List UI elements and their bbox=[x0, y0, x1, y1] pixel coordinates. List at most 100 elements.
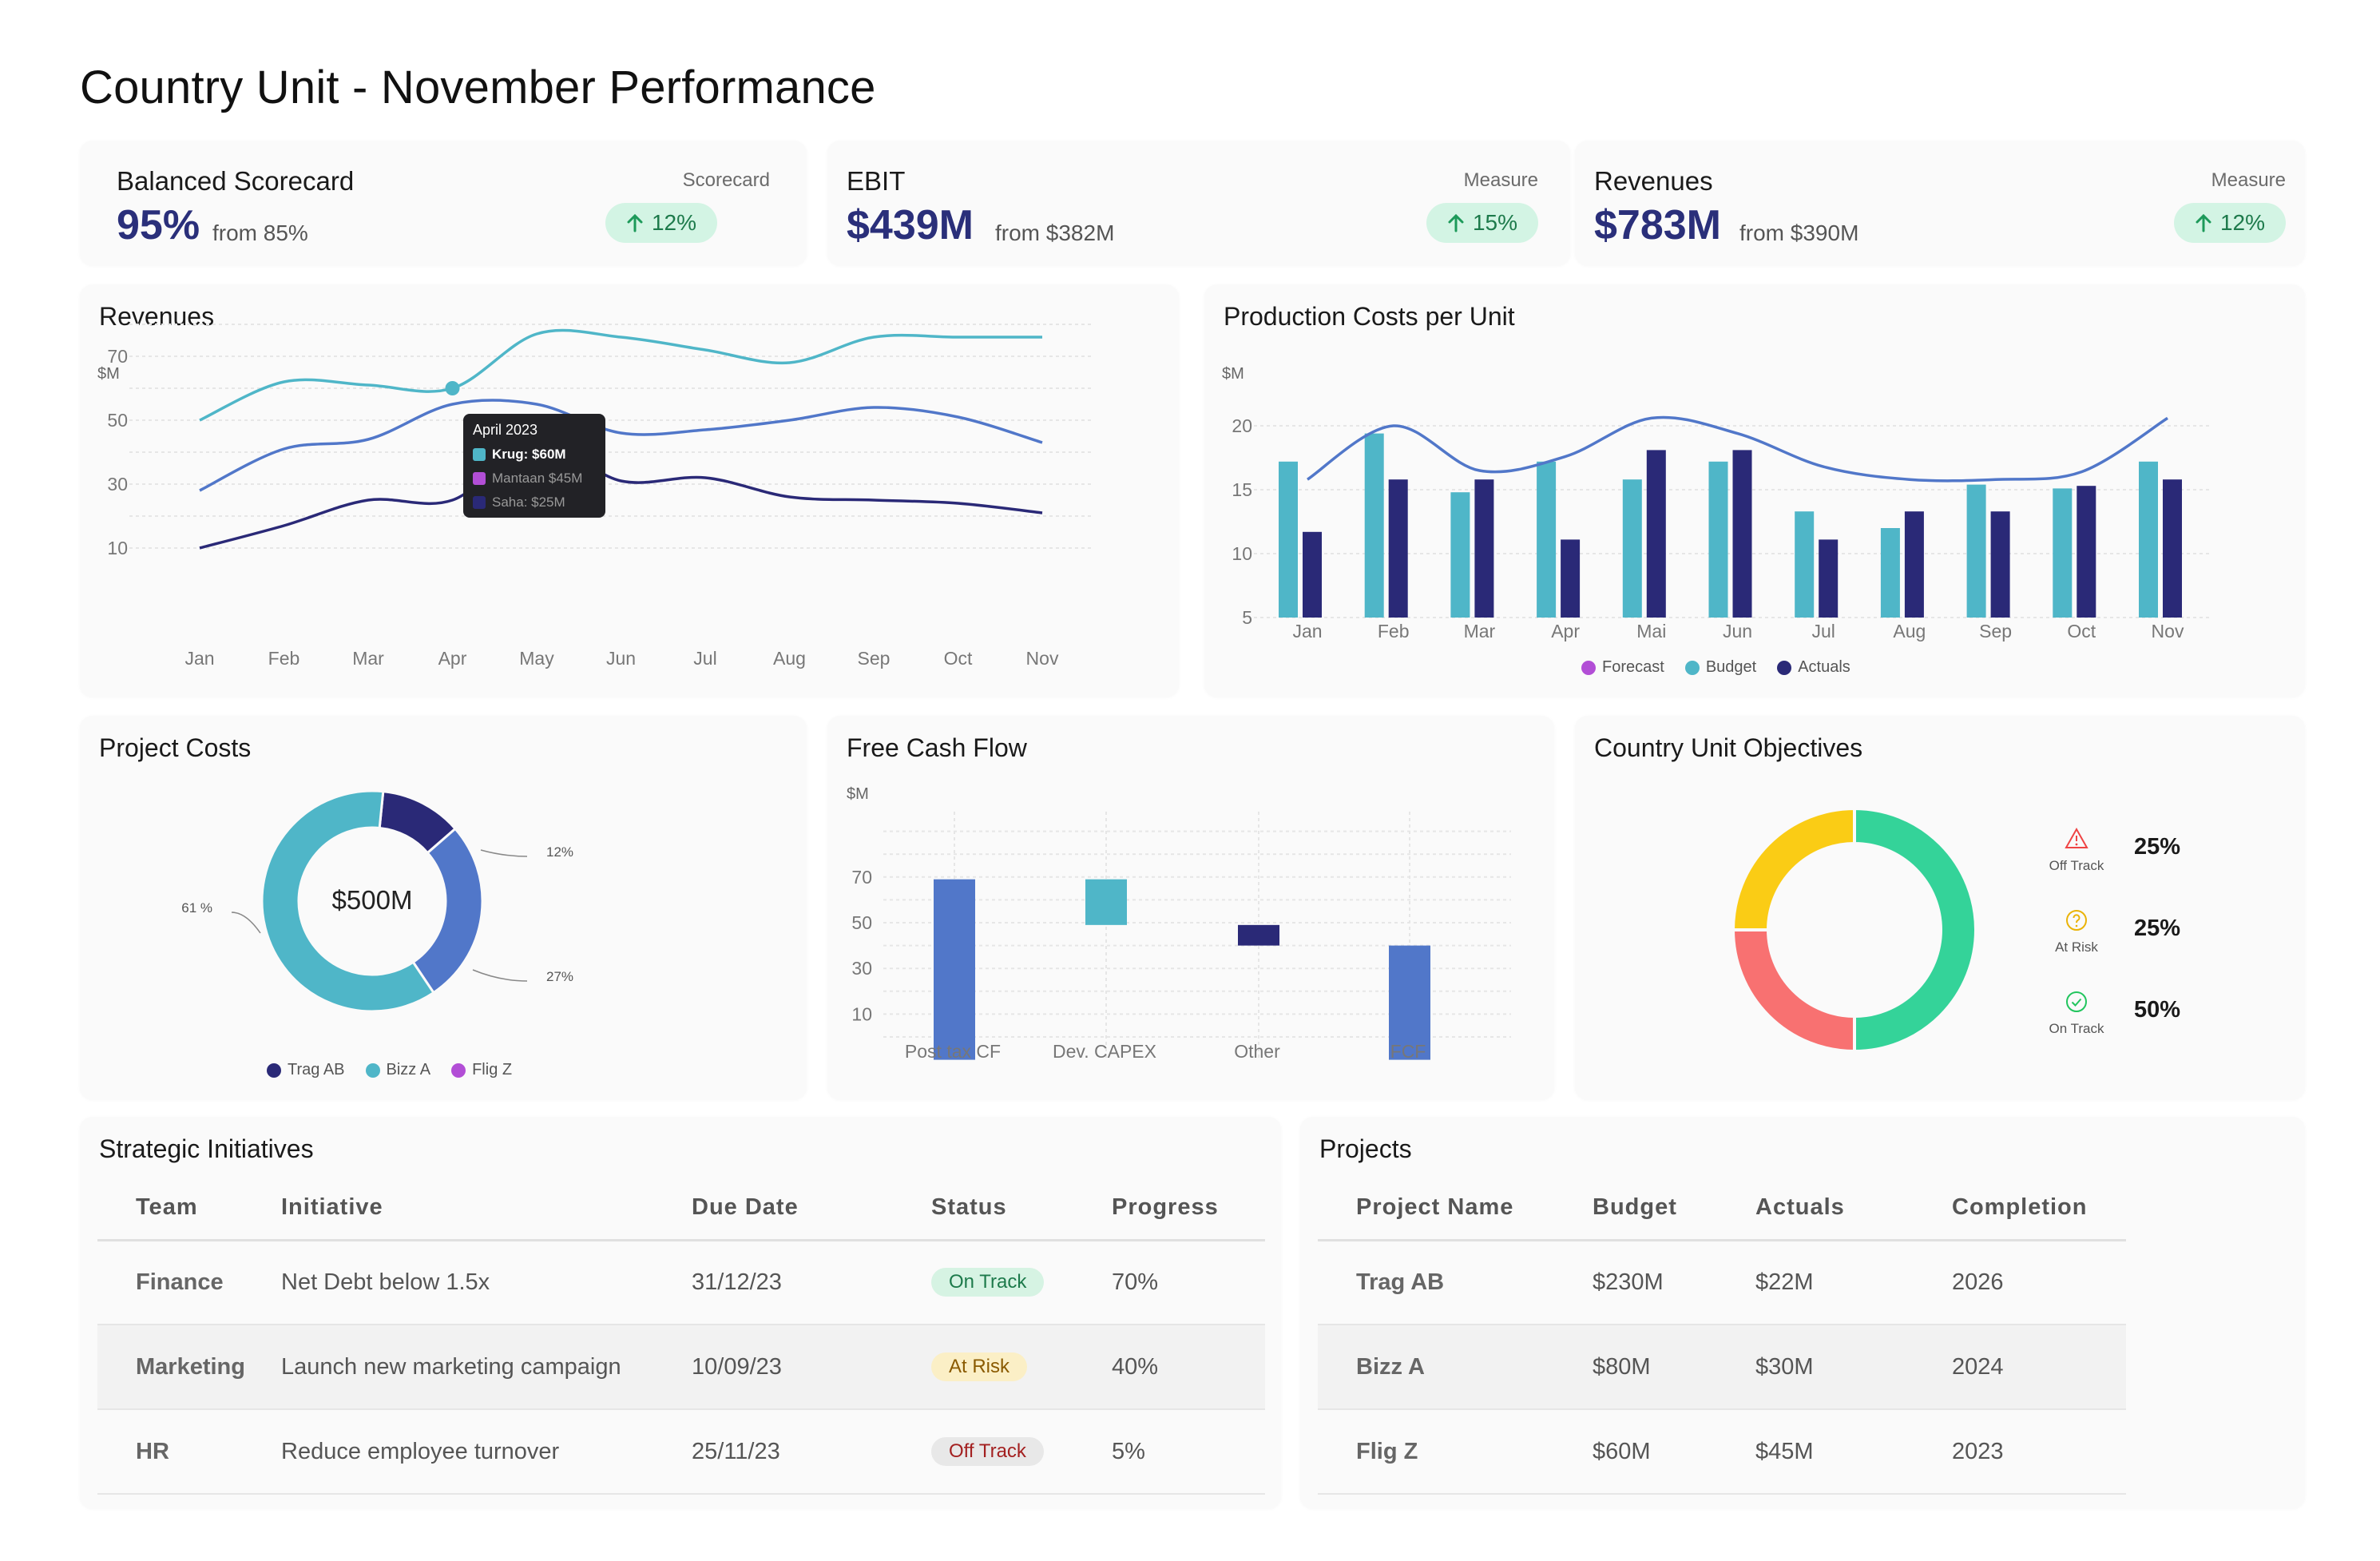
free-cash-flow-waterfall-chart[interactable]: $M 10 30 50 70 Post tax CF Dev. CAPEX Other FCF bbox=[827, 716, 1554, 1099]
hover-point bbox=[445, 381, 460, 395]
column-header-project-name[interactable]: Project Name bbox=[1318, 1176, 1593, 1241]
x-tick-label: Jan bbox=[1292, 621, 1322, 641]
objective-status-on-track[interactable]: On Track 50% bbox=[2038, 989, 2246, 1053]
kpi-title: Revenues bbox=[1594, 166, 1713, 196]
y-tick-label: 10 bbox=[851, 1003, 872, 1024]
project-costs-donut-chart[interactable]: 12% 27% 61 % $500M bbox=[80, 716, 807, 1099]
cell-actuals: $22M bbox=[1755, 1240, 1952, 1325]
column-header-completion[interactable]: Completion bbox=[1952, 1176, 2126, 1241]
column-header-progress[interactable]: Progress bbox=[1112, 1176, 1265, 1241]
objectives-donut-chart[interactable] bbox=[1575, 716, 2305, 1099]
table-row[interactable]: HR Reduce employee turnover 25/11/23 Off… bbox=[97, 1409, 1265, 1495]
y-tick-label: 10 bbox=[1232, 543, 1252, 564]
x-tick-label: Oct bbox=[944, 648, 973, 669]
segment-label: 61 % bbox=[181, 900, 212, 916]
legend-swatch bbox=[1777, 660, 1792, 675]
cell-budget: $60M bbox=[1593, 1409, 1755, 1495]
legend-swatch bbox=[451, 1063, 466, 1078]
objective-pct: 25% bbox=[2134, 916, 2181, 941]
tooltip-title: April 2023 bbox=[473, 422, 538, 438]
objective-label: Off Track bbox=[2049, 858, 2104, 873]
production-costs-bar-chart[interactable]: $M 5 10 15 20 Jan Feb Mar Apr Mai Jun Jul Aug Sep Oct N… bbox=[1204, 284, 2305, 697]
x-tick-label: Nov bbox=[2152, 621, 2184, 641]
legend-item-budget[interactable]: Budget bbox=[1684, 658, 1756, 677]
x-tick-label: Other bbox=[1234, 1041, 1280, 1062]
bar-budget bbox=[1279, 461, 1298, 618]
objective-status-off-track[interactable]: Off Track 25% bbox=[2038, 826, 2246, 890]
kpi-card-balanced-scorecard[interactable]: Balanced Scorecard Scorecard 95% from 85… bbox=[80, 141, 807, 265]
column-header-team[interactable]: Team bbox=[97, 1176, 281, 1241]
legend-item-actuals[interactable]: Actuals bbox=[1777, 658, 1850, 677]
project-costs-legend: Trag AB Bizz A Flig Z bbox=[267, 1061, 512, 1079]
kpi-change-badge: 12% bbox=[2173, 203, 2286, 243]
kpi-card-revenues[interactable]: Revenues Measure $783M from $390M 12% bbox=[1575, 141, 2305, 265]
objective-label: At Risk bbox=[2055, 939, 2098, 955]
legend-item-bizz-a[interactable]: Bizz A bbox=[365, 1061, 431, 1079]
objective-status-at-risk[interactable]: At Risk 25% bbox=[2038, 908, 2246, 971]
column-header-due-date[interactable]: Due Date bbox=[692, 1176, 931, 1241]
bar-actuals bbox=[1904, 511, 1924, 618]
strategic-initiatives-card: Strategic Initiatives Team Initiative Du… bbox=[80, 1117, 1281, 1508]
legend-swatch bbox=[365, 1063, 380, 1078]
legend-label: Actuals bbox=[1798, 658, 1850, 676]
tooltip-label: Saha: $25M bbox=[492, 495, 565, 510]
revenues-card: Revenues $M 10 30 50 70 Jan Feb Mar Apr May Jun Jul… bbox=[80, 284, 1179, 697]
column-header-actuals[interactable]: Actuals bbox=[1755, 1176, 1952, 1241]
series-line-saha bbox=[199, 441, 1043, 550]
arrow-up-icon bbox=[1448, 213, 1464, 232]
column-header-budget[interactable]: Budget bbox=[1593, 1176, 1755, 1241]
table-row[interactable]: Marketing Launch new marketing campaign … bbox=[97, 1325, 1265, 1410]
cell-budget: $80M bbox=[1593, 1325, 1755, 1410]
bar-actuals bbox=[1819, 539, 1839, 618]
tooltip-label: Mantaan $45M bbox=[492, 471, 583, 486]
column-header-status[interactable]: Status bbox=[931, 1176, 1112, 1241]
legend-swatch bbox=[473, 496, 486, 509]
status-badge: At Risk bbox=[931, 1352, 1028, 1381]
cell-progress: 5% bbox=[1112, 1409, 1265, 1495]
legend-label: Bizz A bbox=[386, 1061, 431, 1078]
card-title: Country Unit Objectives bbox=[1594, 733, 1863, 762]
arrow-up-icon bbox=[627, 213, 643, 232]
warning-icon bbox=[2065, 827, 2088, 848]
bar-budget bbox=[2139, 461, 2158, 618]
cell-due-date: 31/12/23 bbox=[692, 1240, 931, 1325]
strategic-initiatives-table: Team Initiative Due Date Status Progress… bbox=[97, 1176, 1265, 1495]
free-cash-flow-card: Free Cash Flow $M 10 30 50 70 Post tax CF Dev.… bbox=[827, 716, 1554, 1099]
legend-item-trag-ab[interactable]: Trag AB bbox=[267, 1061, 345, 1079]
kpi-card-ebit[interactable]: EBIT Measure $439M from $382M 15% bbox=[827, 141, 1570, 265]
projects-table: Project Name Budget Actuals Completion T… bbox=[1318, 1176, 2126, 1495]
objective-pct: 50% bbox=[2134, 997, 2181, 1023]
bar-actuals bbox=[1388, 479, 1408, 618]
bar-budget bbox=[1450, 492, 1470, 618]
table-header-row: Team Initiative Due Date Status Progress bbox=[97, 1176, 1265, 1241]
y-tick-label: 50 bbox=[107, 410, 128, 431]
kpi-value: $439M bbox=[847, 202, 974, 248]
table-row[interactable]: Finance Net Debt below 1.5x 31/12/23 On … bbox=[97, 1240, 1265, 1325]
arrow-up-icon bbox=[2196, 213, 2211, 232]
cell-status: Off Track bbox=[931, 1409, 1112, 1495]
status-badge: On Track bbox=[931, 1268, 1045, 1297]
projects-card: Projects Project Name Budget Actuals Com… bbox=[1300, 1117, 2305, 1508]
legend-item-forecast[interactable]: Forecast bbox=[1581, 658, 1664, 677]
column-header-initiative[interactable]: Initiative bbox=[281, 1176, 692, 1241]
table-row[interactable]: Flig Z $60M $45M 2023 bbox=[1318, 1409, 2126, 1495]
kpi-change-badge: 15% bbox=[1426, 203, 1538, 243]
cell-status: At Risk bbox=[931, 1325, 1112, 1410]
x-tick-label: Jan bbox=[184, 648, 214, 669]
bar-actuals bbox=[1474, 479, 1494, 618]
table-row[interactable]: Trag AB $230M $22M 2026 bbox=[1318, 1240, 2126, 1325]
y-tick-label: 30 bbox=[107, 474, 128, 495]
revenues-line-chart[interactable]: $M 10 30 50 70 Jan Feb Mar Apr May Jun Jul Aug Sep Oct… bbox=[80, 284, 1179, 697]
objectives-card: Country Unit Objectives Off Track 25% At… bbox=[1575, 716, 2305, 1099]
kpi-title: EBIT bbox=[847, 166, 906, 196]
cell-completion: 2026 bbox=[1952, 1240, 2126, 1325]
x-tick-label: Dev. CAPEX bbox=[1053, 1041, 1156, 1062]
legend-item-flig-z[interactable]: Flig Z bbox=[451, 1061, 512, 1079]
cell-team: Marketing bbox=[97, 1325, 281, 1410]
x-tick-label: FCF bbox=[1390, 1041, 1426, 1062]
bar-other bbox=[1238, 924, 1279, 946]
table-row[interactable]: Bizz A $80M $30M 2024 bbox=[1318, 1325, 2126, 1410]
series-line-krug bbox=[199, 328, 1042, 422]
donut-segment-at-risk bbox=[1731, 806, 1856, 931]
legend-swatch bbox=[267, 1063, 281, 1078]
